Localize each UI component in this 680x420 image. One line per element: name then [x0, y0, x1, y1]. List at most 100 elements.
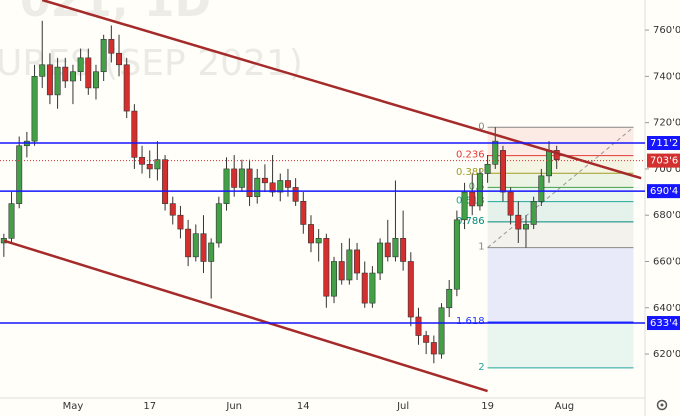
gear-center — [660, 403, 664, 407]
candle-body — [515, 214, 522, 230]
candle-body — [392, 238, 399, 258]
x-tick-label: 14 — [297, 401, 310, 412]
candle-body — [62, 66, 69, 82]
candle-body — [453, 219, 460, 290]
candle-body — [261, 177, 268, 184]
candle-body — [307, 224, 314, 244]
candle-body — [100, 39, 107, 73]
candle-body — [400, 238, 407, 262]
fib-level-label: 0 — [478, 121, 484, 132]
candle-body — [231, 168, 238, 188]
candle-body — [354, 249, 361, 274]
candle-body — [446, 288, 453, 309]
candle-body — [185, 228, 192, 258]
fib-level-label: 1.618 — [456, 316, 485, 327]
candle-body — [200, 233, 207, 262]
candle-body — [139, 157, 146, 165]
candle-body — [530, 201, 537, 225]
candle-body — [546, 150, 553, 177]
last-price-label: 703'6 — [650, 156, 678, 167]
y-tick-label: 740'0 — [653, 71, 680, 82]
candle-body — [146, 163, 153, 170]
candle-body — [223, 168, 230, 204]
fib-level-label: 2 — [478, 362, 484, 373]
level-label: 633'4 — [650, 318, 678, 329]
candle-body — [461, 191, 468, 221]
candle-body — [476, 173, 483, 207]
candle-body — [269, 182, 276, 193]
candle-body — [277, 180, 284, 193]
candle-body — [284, 180, 291, 188]
candle-body — [407, 261, 414, 318]
candle-body — [423, 335, 430, 343]
candle-body — [85, 57, 92, 89]
candle-body — [8, 203, 15, 239]
fib-level-label: 0.236 — [456, 150, 485, 161]
last-price-tag — [647, 153, 680, 168]
y-tick-label: 700'0 — [653, 164, 680, 175]
candle-body — [116, 52, 123, 66]
fib-level-label: 1 — [478, 242, 484, 253]
fib-zone — [487, 127, 634, 156]
candle-body — [254, 177, 261, 197]
candle-body — [323, 238, 330, 297]
gear[interactable] — [656, 399, 668, 411]
candle-body — [31, 76, 38, 142]
candle-body — [384, 242, 391, 258]
y-tick-label: 720'0 — [653, 118, 680, 129]
candle-body — [69, 71, 76, 82]
level-tag — [647, 136, 680, 151]
candle-body — [39, 64, 46, 77]
candle-body — [92, 71, 99, 89]
x-tick-label: Aug — [555, 401, 575, 412]
candle-body — [54, 66, 61, 96]
candle-body — [177, 214, 184, 230]
level-label: 690'4 — [650, 186, 678, 197]
candle-body — [208, 242, 215, 262]
level-tag — [647, 316, 680, 331]
candle-body — [369, 272, 376, 304]
y-tick-label: 760'0 — [653, 25, 680, 36]
candle-body — [331, 261, 338, 297]
level-tag — [647, 184, 680, 199]
candle-body — [430, 342, 437, 355]
candle-body — [315, 238, 322, 244]
fib-level-label: 0.382 — [456, 167, 485, 178]
y-tick-label: 680'0 — [653, 210, 680, 221]
candle-body — [361, 272, 368, 304]
fib-level-label: 0.786 — [456, 216, 485, 227]
y-tick-label: 640'0 — [653, 303, 680, 314]
fib-zone — [487, 321, 634, 368]
x-tick-label: May — [63, 401, 84, 412]
candle-body — [46, 64, 53, 96]
candle-body — [246, 168, 253, 197]
candle-body — [169, 203, 176, 216]
candle-body — [77, 57, 84, 73]
candle-body — [192, 233, 199, 258]
x-tick-label: Jun — [225, 401, 242, 412]
settings-icon[interactable] — [656, 399, 668, 411]
y-tick-label: 620'0 — [653, 349, 680, 360]
candle-body — [438, 307, 445, 355]
x-tick-label: 19 — [481, 401, 494, 412]
candle-body — [377, 242, 384, 274]
candle-body — [484, 163, 491, 174]
candle-body — [16, 145, 23, 204]
y-tick-label: 660'0 — [653, 256, 680, 267]
candle-body — [215, 203, 222, 244]
candle-body — [346, 249, 353, 281]
fib-zone — [487, 173, 634, 188]
candle-body — [300, 201, 307, 225]
fib-zone — [487, 247, 634, 322]
candle-body — [162, 159, 169, 204]
x-tick-label: 17 — [143, 401, 156, 412]
candle-body — [131, 110, 138, 158]
x-tick-label: Jul — [396, 401, 409, 412]
candle-body — [499, 150, 506, 193]
trendline — [3, 239, 488, 393]
candle-body — [292, 187, 299, 202]
level-label: 711'2 — [650, 138, 678, 149]
fib-zone — [487, 201, 634, 222]
